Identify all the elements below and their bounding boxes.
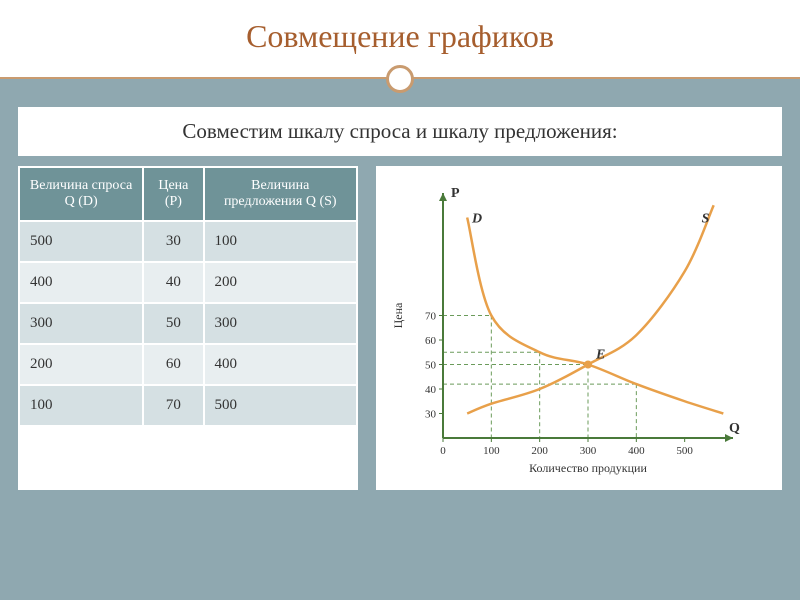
chart-panel: 0 100 200 300 400 500 30 40 50 60 70 D S E P Q Количеств… — [376, 166, 782, 490]
table-cell: 300 — [19, 303, 143, 344]
table-row: 50030100 — [19, 221, 357, 262]
table-cell: 50 — [143, 303, 203, 344]
table-cell: 70 — [143, 385, 203, 426]
table-cell: 100 — [204, 221, 357, 262]
svg-text:30: 30 — [425, 409, 437, 421]
supply-demand-chart: 0 100 200 300 400 500 30 40 50 60 70 D S E P Q Количеств… — [388, 178, 748, 478]
svg-text:400: 400 — [628, 445, 645, 457]
data-table-panel: Величина спроса Q (D) Цена (P) Величина … — [18, 166, 358, 490]
svg-text:Q: Q — [729, 421, 740, 436]
svg-text:0: 0 — [440, 445, 446, 457]
svg-text:40: 40 — [425, 384, 437, 396]
table-cell: 400 — [204, 344, 357, 385]
svg-text:E: E — [595, 348, 605, 363]
col-header-supply: Величина предложения Q (S) — [204, 167, 357, 221]
svg-text:Цена: Цена — [391, 302, 405, 328]
page-subtitle: Совместим шкалу спроса и шкалу предложен… — [34, 119, 766, 144]
table-cell: 300 — [204, 303, 357, 344]
svg-text:P: P — [451, 186, 460, 201]
table-cell: 400 — [19, 262, 143, 303]
svg-text:100: 100 — [483, 445, 500, 457]
table-cell: 100 — [19, 385, 143, 426]
table-cell: 30 — [143, 221, 203, 262]
table-row: 10070500 — [19, 385, 357, 426]
svg-text:Количество продукции: Количество продукции — [529, 461, 647, 475]
table-cell: 200 — [204, 262, 357, 303]
svg-text:200: 200 — [531, 445, 548, 457]
svg-text:D: D — [471, 211, 482, 226]
subtitle-panel: Совместим шкалу спроса и шкалу предложен… — [18, 107, 782, 156]
page-title: Совмещение графиков — [0, 18, 800, 55]
table-cell: 500 — [19, 221, 143, 262]
table-cell: 200 — [19, 344, 143, 385]
col-header-demand: Величина спроса Q (D) — [19, 167, 143, 221]
table-row: 30050300 — [19, 303, 357, 344]
table-cell: 40 — [143, 262, 203, 303]
svg-text:S: S — [702, 211, 710, 226]
svg-text:60: 60 — [425, 335, 437, 347]
svg-text:500: 500 — [676, 445, 693, 457]
supply-demand-table: Величина спроса Q (D) Цена (P) Величина … — [18, 166, 358, 427]
table-cell: 60 — [143, 344, 203, 385]
title-circle-decoration — [386, 65, 414, 93]
title-bar: Совмещение графиков — [0, 0, 800, 79]
col-header-price: Цена (P) — [143, 167, 203, 221]
content-row: Величина спроса Q (D) Цена (P) Величина … — [0, 166, 800, 490]
table-row: 40040200 — [19, 262, 357, 303]
svg-text:50: 50 — [425, 360, 437, 372]
svg-text:70: 70 — [425, 311, 437, 323]
svg-text:300: 300 — [580, 445, 597, 457]
table-header-row: Величина спроса Q (D) Цена (P) Величина … — [19, 167, 357, 221]
table-cell: 500 — [204, 385, 357, 426]
table-row: 20060400 — [19, 344, 357, 385]
